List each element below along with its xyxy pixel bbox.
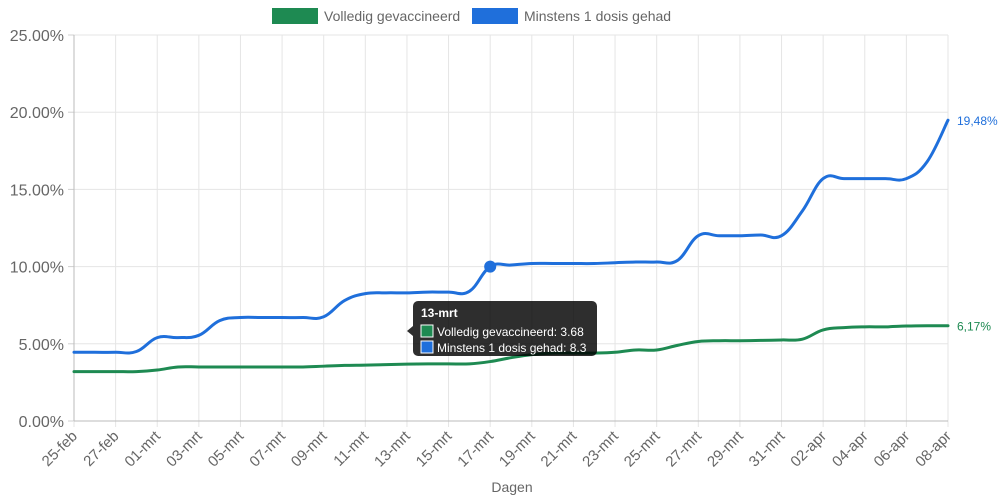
y-tick-label: 25.00% [10, 28, 64, 45]
highlight-points [484, 260, 497, 273]
series-end-label: 19,48% [957, 114, 998, 128]
series-lines [72, 118, 950, 374]
x-axis-title: Dagen [491, 479, 532, 495]
tooltip-swatch [420, 340, 434, 354]
x-tick-label: 09-mrt [288, 427, 331, 470]
series-line-minstens-1-dosis [72, 118, 950, 355]
x-tick-label: 04-apr [829, 428, 872, 471]
tooltip-line: Volledig gevaccineerd: 3.68 [437, 325, 584, 339]
legend-label: Volledig gevaccineerd [324, 8, 460, 24]
y-tick-label: 15.00% [10, 182, 64, 199]
legend: Volledig gevaccineerd Minstens 1 dosis ge… [272, 8, 671, 24]
x-tick-label: 29-mrt [704, 427, 747, 470]
y-tick-label: 0.00% [19, 414, 64, 431]
tooltip-title: 13-mrt [421, 306, 458, 320]
highlighted-data-point [484, 260, 497, 273]
y-tick-label: 10.00% [10, 260, 64, 277]
x-tick-label: 27-feb [80, 428, 122, 470]
x-tick-label: 15-mrt [413, 427, 456, 470]
tooltip-swatch [420, 324, 434, 338]
end-labels: 6,17% 19,48% [957, 114, 998, 334]
x-tick-label: 19-mrt [496, 427, 539, 470]
tooltip-line: Minstens 1 dosis gehad: 8.3 [437, 341, 587, 355]
x-tick-label: 05-mrt [205, 427, 248, 470]
y-tick-label: 5.00% [19, 337, 64, 354]
x-tick-label: 08-apr [912, 428, 955, 471]
x-tick-label: 23-mrt [579, 427, 622, 470]
x-tick-label: 31-mrt [746, 427, 789, 470]
x-tick-label: 06-apr [871, 428, 914, 471]
series-line-volledig-gevaccineerd [72, 324, 950, 374]
x-tick-label: 07-mrt [246, 427, 289, 470]
legend-swatch [272, 8, 318, 24]
x-tick-label: 02-apr [787, 428, 830, 471]
axes [73, 35, 948, 422]
x-axis-ticks: 25-feb 27-feb01-mrt03-mrt05-mrt07-mrt09-m… [39, 427, 955, 470]
tooltip: 13-mrt Volledig gevaccineerd: 3.68 Minsten… [407, 301, 597, 356]
series-end-label: 6,17% [957, 320, 991, 334]
legend-label: Minstens 1 dosis gehad [524, 8, 671, 24]
x-tick-label: 13-mrt [371, 427, 414, 470]
tooltip-box [413, 301, 597, 356]
legend-swatch [472, 8, 518, 24]
y-tick-label: 20.00% [10, 105, 64, 122]
x-tick-label: 01-mrt [121, 427, 164, 470]
x-tick-label: 25-mrt [621, 427, 664, 470]
y-axis-ticks: 0.00% 5.00% 10.00% 15.00% 20.00% 25.00% [10, 28, 64, 431]
x-tick-label: 25-feb [39, 428, 81, 470]
x-tick-label: 21-mrt [538, 427, 581, 470]
x-tick-label: 27-mrt [662, 427, 705, 470]
tooltip-caret [407, 326, 413, 336]
x-tick-label: 17-mrt [454, 427, 497, 470]
x-tick-label: 03-mrt [163, 427, 206, 470]
x-tick-label: 11-mrt [330, 427, 372, 469]
